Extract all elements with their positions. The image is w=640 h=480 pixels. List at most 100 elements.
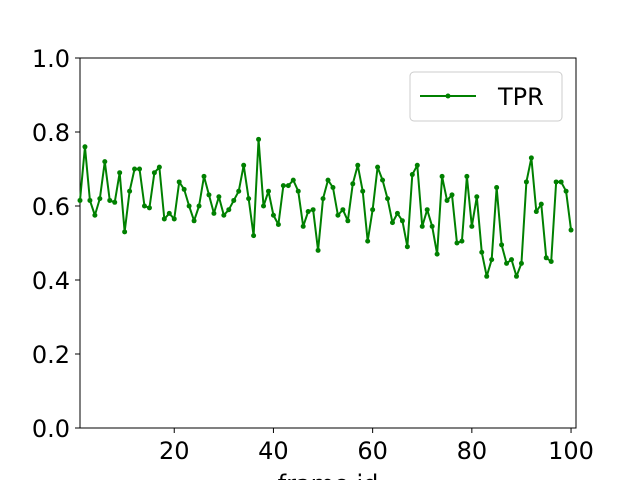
data-point bbox=[156, 164, 162, 170]
data-point bbox=[285, 183, 291, 189]
x-axis-ticks: 20 40 60 80 100 bbox=[159, 428, 594, 465]
x-axis-label: frame id bbox=[278, 470, 379, 480]
data-point bbox=[256, 136, 262, 142]
data-point bbox=[464, 173, 470, 179]
data-point bbox=[270, 212, 276, 218]
data-point bbox=[251, 233, 257, 239]
data-point bbox=[533, 209, 539, 215]
legend: TPR bbox=[409, 71, 563, 122]
data-point bbox=[355, 162, 361, 168]
data-point bbox=[122, 229, 128, 235]
data-point bbox=[375, 164, 381, 170]
data-point bbox=[92, 212, 98, 218]
data-point bbox=[409, 172, 415, 178]
x-tick-label: 80 bbox=[457, 437, 488, 465]
data-point bbox=[221, 212, 227, 218]
data-point bbox=[469, 223, 475, 229]
data-point bbox=[454, 240, 460, 246]
data-point bbox=[206, 192, 212, 198]
series-line-tpr bbox=[79, 138, 573, 278]
data-point bbox=[504, 260, 510, 266]
data-point bbox=[449, 192, 455, 198]
data-point bbox=[305, 209, 311, 215]
data-point bbox=[107, 197, 113, 203]
data-point bbox=[370, 207, 376, 213]
data-point bbox=[424, 207, 430, 213]
data-point bbox=[553, 179, 559, 185]
data-point bbox=[404, 244, 410, 250]
data-point bbox=[181, 186, 187, 192]
data-point bbox=[419, 223, 425, 229]
data-point bbox=[127, 188, 133, 194]
data-point bbox=[82, 144, 88, 150]
data-point bbox=[350, 181, 356, 187]
data-point bbox=[97, 196, 103, 202]
y-tick-label: 0.0 bbox=[32, 415, 70, 443]
series-layer bbox=[77, 136, 574, 279]
data-point bbox=[171, 216, 177, 222]
data-point bbox=[365, 238, 371, 244]
data-point bbox=[246, 196, 252, 202]
data-point bbox=[315, 247, 321, 253]
data-point bbox=[340, 207, 346, 213]
y-tick-label: 0.2 bbox=[32, 341, 70, 369]
x-tick-label: 100 bbox=[548, 437, 594, 465]
data-point bbox=[231, 197, 237, 203]
data-point bbox=[275, 222, 281, 227]
data-point bbox=[499, 242, 505, 248]
data-point bbox=[191, 218, 197, 224]
data-point bbox=[494, 185, 500, 190]
y-tick-label: 0.4 bbox=[32, 267, 70, 295]
y-tick-label: 0.6 bbox=[32, 193, 70, 221]
data-point bbox=[211, 210, 217, 216]
data-point bbox=[558, 179, 564, 185]
data-point bbox=[345, 218, 351, 224]
data-point bbox=[563, 188, 569, 194]
data-point bbox=[513, 273, 519, 279]
data-point bbox=[489, 257, 495, 263]
data-point bbox=[310, 207, 316, 213]
data-point bbox=[568, 227, 574, 233]
data-point bbox=[280, 183, 286, 189]
x-tick-label: 60 bbox=[357, 437, 388, 465]
data-point bbox=[295, 188, 301, 194]
data-point bbox=[484, 273, 490, 279]
y-axis-ticks: 0.0 0.2 0.4 0.6 0.8 1.0 bbox=[32, 45, 80, 443]
data-point bbox=[335, 212, 341, 218]
data-point bbox=[548, 259, 554, 264]
data-point bbox=[325, 177, 331, 183]
data-point bbox=[265, 188, 271, 194]
data-point bbox=[77, 197, 83, 203]
data-point bbox=[102, 159, 108, 165]
data-point bbox=[538, 201, 544, 207]
data-point bbox=[429, 223, 435, 229]
data-point bbox=[151, 170, 157, 176]
data-point bbox=[290, 177, 296, 183]
data-point bbox=[434, 251, 440, 257]
data-point bbox=[146, 205, 152, 211]
data-point bbox=[176, 179, 182, 185]
data-point bbox=[132, 166, 138, 172]
data-point bbox=[320, 196, 326, 202]
data-point bbox=[137, 166, 143, 172]
data-point bbox=[216, 194, 222, 200]
data-point bbox=[201, 173, 207, 179]
data-point bbox=[439, 173, 445, 179]
x-tick-label: 20 bbox=[159, 437, 190, 465]
data-point bbox=[117, 170, 123, 176]
data-point bbox=[394, 210, 400, 216]
data-point bbox=[399, 218, 405, 224]
data-point bbox=[241, 162, 247, 168]
legend-box bbox=[409, 71, 563, 122]
data-point bbox=[518, 260, 524, 266]
data-point bbox=[112, 199, 118, 205]
data-point bbox=[380, 177, 386, 183]
data-point bbox=[166, 210, 172, 216]
data-point bbox=[300, 223, 306, 229]
data-point bbox=[141, 203, 147, 209]
data-point bbox=[226, 207, 232, 213]
y-tick-label: 0.8 bbox=[32, 119, 70, 147]
data-point bbox=[360, 188, 366, 194]
data-point bbox=[509, 257, 515, 263]
